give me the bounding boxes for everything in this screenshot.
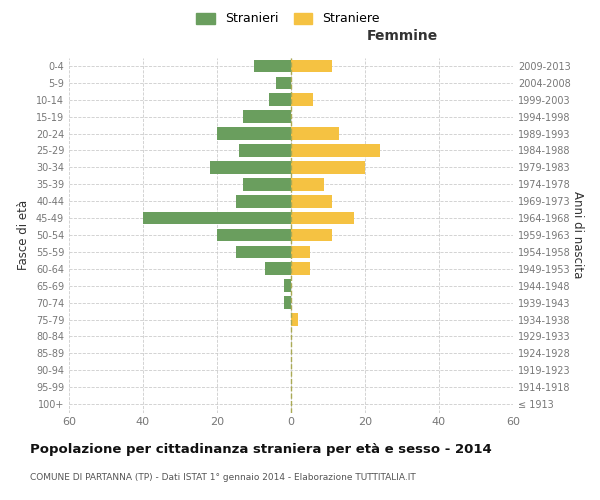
Bar: [291, 228, 332, 241]
Bar: [209, 161, 291, 173]
Bar: [265, 262, 291, 275]
Bar: [217, 228, 291, 241]
Bar: [284, 280, 291, 292]
Bar: [291, 144, 380, 157]
Bar: [291, 246, 310, 258]
Text: COMUNE DI PARTANNA (TP) - Dati ISTAT 1° gennaio 2014 - Elaborazione TUTTITALIA.I: COMUNE DI PARTANNA (TP) - Dati ISTAT 1° …: [30, 472, 416, 482]
Bar: [269, 94, 291, 106]
Bar: [235, 246, 291, 258]
Bar: [254, 60, 291, 72]
Bar: [291, 262, 310, 275]
Bar: [235, 195, 291, 207]
Y-axis label: Fasce di età: Fasce di età: [17, 200, 30, 270]
Bar: [291, 195, 332, 207]
Bar: [284, 296, 291, 309]
Bar: [291, 313, 298, 326]
Bar: [143, 212, 291, 224]
Bar: [243, 178, 291, 190]
Bar: [291, 60, 332, 72]
Bar: [291, 212, 354, 224]
Bar: [217, 127, 291, 140]
Bar: [291, 161, 365, 173]
Bar: [291, 127, 339, 140]
Bar: [291, 178, 325, 190]
Bar: [239, 144, 291, 157]
Text: Popolazione per cittadinanza straniera per età e sesso - 2014: Popolazione per cittadinanza straniera p…: [30, 442, 492, 456]
Bar: [243, 110, 291, 123]
Legend: Stranieri, Straniere: Stranieri, Straniere: [193, 8, 383, 29]
Y-axis label: Anni di nascita: Anni di nascita: [571, 192, 584, 278]
Text: Femmine: Femmine: [367, 30, 437, 44]
Bar: [291, 94, 313, 106]
Bar: [276, 76, 291, 89]
